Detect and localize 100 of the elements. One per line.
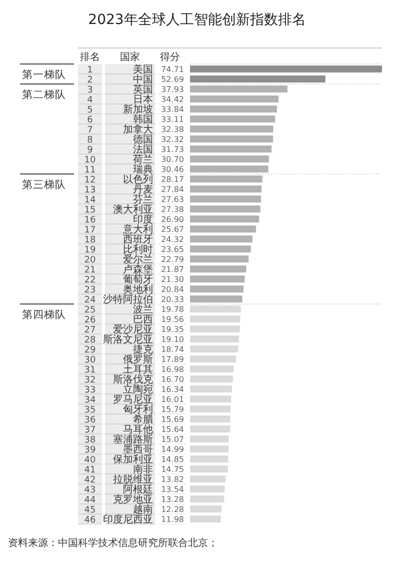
data-label: 19.78 xyxy=(161,305,184,314)
y-tick-label: 奥地利 xyxy=(123,284,153,296)
data-label: 22.79 xyxy=(161,255,184,264)
ref-line-label: 第二梯队 xyxy=(22,89,66,101)
y-tick-label: 巴西 xyxy=(133,314,153,326)
y-tick-label: 新加坡 xyxy=(123,104,153,116)
text: 3 xyxy=(87,85,93,96)
text: 36 xyxy=(84,415,96,426)
y-tick-label: 美国 xyxy=(133,64,153,76)
text: 4 xyxy=(87,95,94,106)
text: 22 xyxy=(84,275,96,286)
y-tick-label: 斯洛伐克 xyxy=(113,374,153,386)
y-tick-label: 希腊 xyxy=(133,414,153,426)
y-tick-label: 中国 xyxy=(133,74,153,86)
data-label: 11.98 xyxy=(161,515,184,524)
data-label: 16.01 xyxy=(161,395,184,404)
ref-line-label: 第一梯队 xyxy=(22,69,66,81)
data-label: 17.89 xyxy=(161,355,184,364)
y-tick-label: 阿根廷 xyxy=(123,484,153,496)
data-label: 16.34 xyxy=(161,385,184,394)
chart-title: 2023年全球人工智能创新指数排名 xyxy=(88,12,306,28)
data-label: 15.79 xyxy=(161,405,184,414)
data-label: 34.42 xyxy=(161,95,184,104)
y-tick-label: 瑞典 xyxy=(133,164,153,176)
text: 21 xyxy=(84,265,96,276)
y-tick-label: 墨西哥 xyxy=(123,444,153,456)
y-tick-label: 土耳其 xyxy=(123,364,153,376)
data-label: 18.74 xyxy=(161,345,184,354)
text: 19 xyxy=(84,245,96,256)
y-tick-label: 克罗地亚 xyxy=(113,494,153,506)
y-tick-label: 匈牙利 xyxy=(123,404,153,416)
y-tick-label: 以色列 xyxy=(123,174,153,186)
y-tick-label: 立陶宛 xyxy=(123,384,153,396)
y-tick-label: 丹麦 xyxy=(133,184,153,196)
y-tick-label: 西班牙 xyxy=(123,234,153,246)
y-tick-label: 罗马尼亚 xyxy=(113,394,153,406)
text: 34 xyxy=(84,395,96,406)
data-label: 21.30 xyxy=(161,275,184,284)
y-tick-label: 斯洛文尼亚 xyxy=(103,334,153,346)
text: 17 xyxy=(84,225,96,236)
data-label: 33.84 xyxy=(161,105,184,114)
data-label: 23.65 xyxy=(161,245,184,254)
text: 9 xyxy=(87,145,94,156)
data-label: 27.84 xyxy=(161,185,184,194)
y-tick-label: 爱沙尼亚 xyxy=(113,324,153,336)
y-tick-label: 南非 xyxy=(133,464,153,476)
y-tick-label: 印度 xyxy=(133,214,153,226)
data-label: 13.82 xyxy=(161,475,184,484)
data-label: 27.63 xyxy=(161,195,184,204)
y-tick-label: 拉脱维亚 xyxy=(113,474,153,486)
text: 43 xyxy=(84,485,96,496)
text: 18 xyxy=(84,235,96,246)
data-label: 37.93 xyxy=(161,85,184,94)
data-label: 14.85 xyxy=(161,455,184,464)
text: 2 xyxy=(87,75,93,86)
y-tick-label: 沙特阿拉伯 xyxy=(103,294,153,306)
y-tick-label: 日本 xyxy=(133,94,153,106)
text: 32 xyxy=(84,375,96,386)
y-tick-label: 卢森堡 xyxy=(123,264,153,276)
data-label: 19.56 xyxy=(161,315,184,324)
data-label: 33.11 xyxy=(161,115,184,124)
y-tick-label: 保加利亚 xyxy=(113,454,153,466)
y-axis-title: 国家 xyxy=(120,51,140,63)
text: 46 xyxy=(84,515,96,526)
text: 13 xyxy=(84,185,96,196)
y-tick-label: 印度尼西亚 xyxy=(103,514,153,526)
text: 39 xyxy=(84,445,96,456)
y-tick-label: 捷克 xyxy=(133,344,153,356)
y-tick-label: 越南 xyxy=(133,504,153,516)
data-label: 14.75 xyxy=(161,465,184,474)
data-label: 26.90 xyxy=(161,215,184,224)
text: 44 xyxy=(84,495,96,506)
text: 14 xyxy=(84,195,96,206)
ref-line-label: 第三梯队 xyxy=(22,179,66,191)
data-label: 21.87 xyxy=(161,265,184,274)
data-label: 27.38 xyxy=(161,205,184,214)
data-label: 19.10 xyxy=(161,335,184,344)
text: 12 xyxy=(84,175,96,186)
text: 30 xyxy=(84,355,96,366)
data-label: 52.69 xyxy=(161,75,184,84)
text: 16 xyxy=(84,215,96,226)
text: 资料来源：中国科学技术信息研究所联合北京； xyxy=(8,537,218,549)
text: 45 xyxy=(84,505,96,516)
y-tick-label: 爱尔兰 xyxy=(123,254,153,266)
data-label: 32.38 xyxy=(161,125,184,134)
y-tick-label: 德国 xyxy=(133,134,153,146)
text: 7 xyxy=(87,125,93,136)
text: 28 xyxy=(84,335,96,346)
text: 29 xyxy=(84,345,96,356)
data-label: 32.32 xyxy=(161,135,184,144)
y-tick-label: 比利时 xyxy=(123,244,153,256)
x-axis-title: 得分 xyxy=(160,51,180,63)
y-tick-label: 澳大利亚 xyxy=(113,204,153,216)
text: 38 xyxy=(84,435,96,446)
text: 11 xyxy=(84,165,96,176)
data-label: 13.54 xyxy=(161,485,184,494)
data-label: 15.64 xyxy=(161,425,184,434)
text: 24 xyxy=(84,295,96,306)
y-tick-label: 法国 xyxy=(133,144,153,156)
text: 26 xyxy=(84,315,96,326)
